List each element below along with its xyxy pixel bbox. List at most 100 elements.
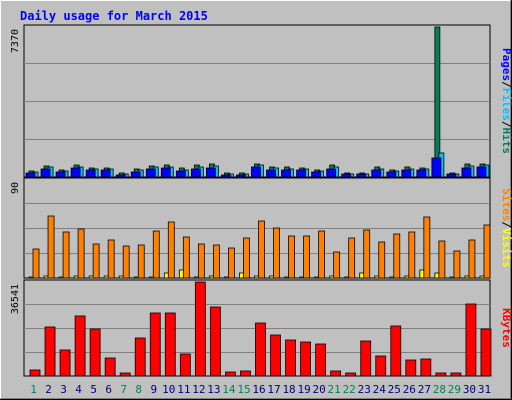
axis-label-part: Files: [500, 88, 512, 121]
kbytes-bar: [89, 328, 101, 377]
pages-bar: [70, 167, 81, 178]
sites-bar: [333, 251, 341, 279]
kbytes-bar: [29, 369, 41, 377]
day-label: 26: [403, 383, 416, 396]
day-label: 12: [192, 383, 205, 396]
pages-bar: [251, 166, 261, 178]
sites-bar: [363, 229, 371, 279]
sites-bar: [32, 248, 40, 279]
sites-bar: [393, 233, 401, 279]
sites-bar: [167, 221, 175, 279]
kbytes-bar: [74, 315, 86, 377]
kbytes-bar: [360, 340, 372, 377]
sites-bar: [152, 230, 160, 279]
day-axis-labels: 1 2 3 4 5 6 7 8 9 10 11 12 13 14 15 16 17 18 19 20 21 22 23 24 2…: [30, 383, 491, 396]
sites-bar: [303, 235, 310, 279]
pages-bar: [190, 168, 201, 178]
sites-bar: [273, 227, 280, 279]
day-label: 17: [267, 383, 280, 396]
sites-bar: [453, 250, 461, 279]
pages-bar: [145, 168, 156, 178]
day-label: 27: [418, 383, 431, 396]
axis-label-part: Hits: [500, 128, 512, 155]
chart-title: Daily usage for March 2015: [20, 9, 208, 23]
day-label: 23: [358, 383, 371, 396]
pages-bar: [446, 173, 457, 178]
day-label: 31: [478, 383, 491, 396]
day-label: 2: [45, 383, 52, 396]
y-max-label: 90: [10, 182, 21, 194]
sites-bar: [137, 244, 145, 279]
sites-bar: [378, 241, 386, 279]
sites-bar: [197, 243, 205, 279]
kbytes-bar: [420, 358, 432, 377]
pages-bar: [341, 173, 352, 178]
pages-bar: [401, 169, 412, 178]
axis-label-part: /: [500, 81, 512, 88]
kbytes-panel: 36541 KBytes: [10, 279, 512, 377]
axis-label-part: KBytes: [500, 308, 512, 348]
sites-bar: [77, 228, 85, 279]
pages-bar: [266, 169, 276, 178]
day-label: 3: [60, 383, 67, 396]
kbytes-bar: [104, 357, 116, 377]
kbytes-bar: [194, 281, 206, 377]
sites-bar: [243, 237, 250, 279]
sites-bar: [47, 215, 55, 279]
y-max-label: 36541: [10, 284, 21, 314]
sites-bar: [258, 220, 265, 279]
pages-bar: [356, 173, 367, 178]
day-label: 22: [343, 383, 356, 396]
kbytes-bar: [330, 370, 342, 377]
sites-bar: [288, 235, 295, 279]
kbytes-bar: [375, 355, 387, 377]
kbytes-bar: [300, 341, 311, 377]
pages-bar: [100, 169, 111, 178]
day-label: 13: [207, 383, 220, 396]
kbytes-bar: [119, 372, 131, 377]
pages-bar: [25, 172, 36, 178]
kbytes-bar: [435, 372, 447, 377]
sites-bar: [122, 245, 130, 279]
sites-visits-panel: 90 Sites/Visits: [10, 177, 512, 279]
pages-bar: [221, 174, 231, 178]
day-label: 14: [222, 383, 236, 396]
day-label: 9: [150, 383, 157, 396]
pages-bar: [461, 167, 472, 178]
axis-label-part: Visits: [500, 228, 512, 268]
pages-bar: [386, 171, 397, 178]
sites-bar: [408, 231, 416, 279]
axis-series-label: Sites/Visits: [500, 188, 512, 268]
pages-bar: [115, 174, 126, 178]
sites-bar: [483, 224, 491, 279]
day-label: 28: [433, 383, 446, 396]
day-label: 29: [448, 383, 461, 396]
kbytes-bar: [270, 334, 281, 377]
pages-bar: [416, 169, 427, 178]
axis-series-label: Pages/Files/Hits: [500, 48, 512, 154]
kbytes-bar: [149, 312, 161, 377]
sites-bar: [62, 231, 70, 279]
day-label: 20: [313, 383, 326, 396]
kbytes-bar: [390, 325, 402, 377]
pages-bar: [40, 168, 51, 178]
day-label: 16: [252, 383, 265, 396]
pages-bar: [311, 171, 322, 178]
kbytes-bar: [465, 303, 477, 377]
axis-series-label: KBytes: [500, 308, 512, 348]
day-label: 19: [297, 383, 310, 396]
pages-bar: [205, 167, 216, 178]
pages-bar: [281, 169, 291, 178]
kbytes-bar: [164, 312, 176, 377]
day-label: 25: [388, 383, 401, 396]
day-label: 8: [135, 383, 142, 396]
kbytes-bar: [179, 353, 191, 377]
kbytes-bar: [345, 372, 357, 377]
day-label: 18: [282, 383, 295, 396]
axis-label-part: /: [500, 221, 512, 228]
day-label: 4: [75, 383, 82, 396]
pages-bar: [326, 168, 337, 178]
pages-bar: [476, 166, 487, 178]
